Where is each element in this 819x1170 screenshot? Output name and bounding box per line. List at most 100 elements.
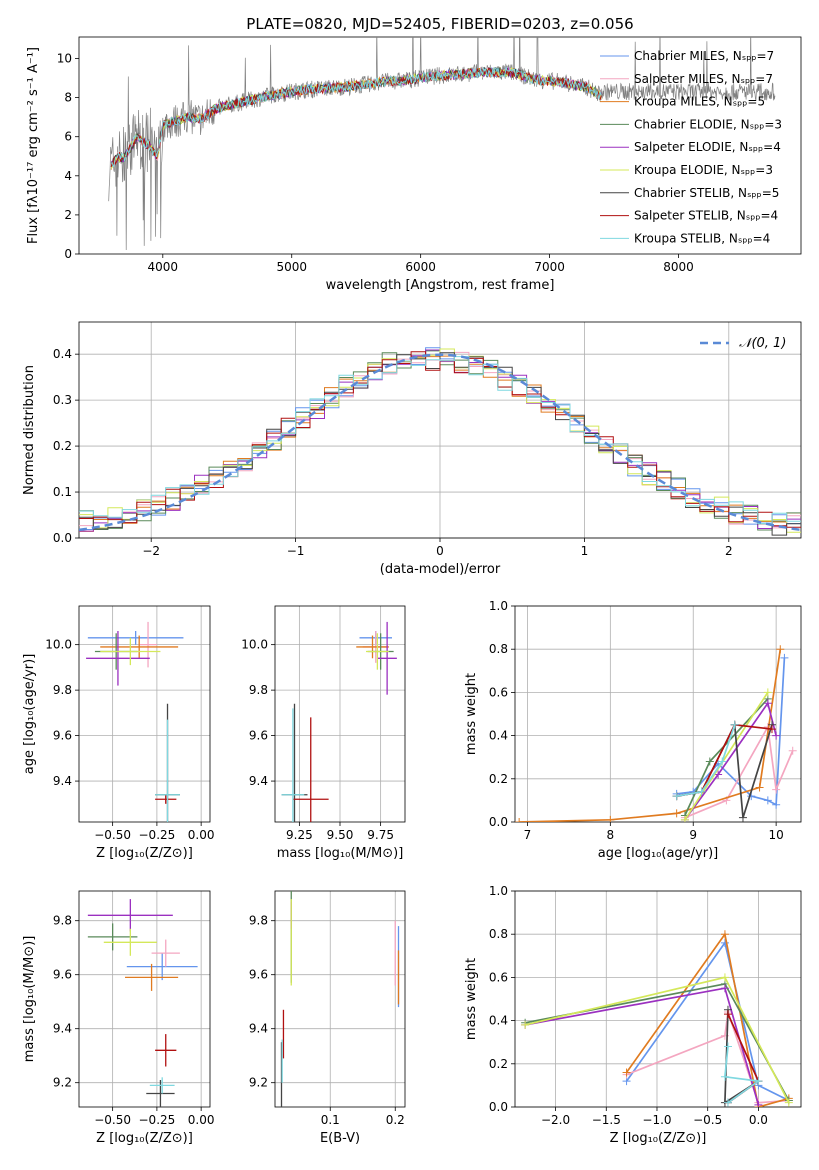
y-tick-label: 0.2 [489,772,508,786]
panel-spectrum: 4000 5000 6000 7000 8000 0 2 4 6 8 10 wavelength [A… [26,15,802,293]
weight-marker [772,785,781,794]
y-tick-label: 9.6 [249,729,268,743]
x-tick-label: −2 [142,544,160,558]
gaussian-curve [79,353,801,532]
data-point [155,1034,177,1067]
x-axis-label: Z [log₁₀(Z/Z⊙)] [96,846,193,861]
weight-marker [772,800,781,809]
y-tick-label: 9.4 [53,1022,72,1036]
x-tick-label: 1 [581,544,589,558]
weight-marker [738,813,747,822]
plot-frame [274,605,406,823]
x-tick-label: 8 [607,828,615,842]
y-tick-label: 0.4 [489,729,508,743]
x-tick-label: 0 [436,544,444,558]
x-tick-label: 10 [768,828,783,842]
data-point [100,635,179,659]
x-tick-label: 0.0 [749,1113,768,1127]
y-tick-label: 9.2 [249,1076,268,1090]
weight-marker [720,973,729,982]
y-tick-label: 0.2 [53,439,72,453]
x-axis-label: E(B-V) [320,1131,360,1146]
panel-weight_vs_Z: −2.0 −1.5 −1.0 −0.5 0.0 0.0 0.2 0.4 0.6 0.8 1.0 Z [… [464,884,802,1146]
chart-title: PLATE=0820, MJD=52405, FIBERID=0203, z=0… [246,15,633,33]
weight-marker [515,818,524,822]
weight-marker [720,984,729,993]
data-point [146,1080,175,1107]
y-tick-label: 4 [64,169,72,183]
x-tick-label: −0.50 [94,828,131,842]
weight-marker [521,1020,530,1029]
y-tick-label: 9.8 [53,683,72,697]
weight-marker [772,731,781,740]
data-point [87,899,173,932]
legend-label: Kroupa MILES, Nₛₚₚ=5 [634,95,765,109]
data-point [155,719,180,822]
y-tick-label: 0.3 [53,393,72,407]
weight-marker [606,815,615,822]
x-tick-label: 8000 [663,260,694,274]
data-point [126,953,198,981]
x-tick-label: 5000 [276,260,307,274]
y-tick-label: 8 [64,91,72,105]
x-tick-label: −1.5 [592,1113,621,1127]
y-axis-label: mass [log₁₀(M/M⊙)] [22,936,37,1063]
y-tick-label: 10 [57,52,72,66]
x-tick-label: −0.50 [94,1113,131,1127]
weight-marker [776,645,785,654]
x-tick-label: 9.75 [367,828,394,842]
y-tick-label: 9.4 [249,774,268,788]
data-point [100,637,161,666]
x-tick-label: −0.5 [693,1113,722,1127]
x-tick-label: 7 [524,828,532,842]
x-tick-label: −1 [287,544,305,558]
weight-series-line [625,932,790,1107]
weight-series-line [723,1046,761,1104]
data-point [377,621,397,695]
weight-marker [705,757,714,766]
x-axis-label: wavelength [Angstrom, rest frame] [326,278,555,293]
panel-mass_vs_Z: −0.50 −0.25 0.00 9.2 9.4 9.6 9.8 Z [log₁₀(Z/Z⊙)… [22,890,215,1146]
weight-marker [680,815,689,822]
panel-age_vs_mass: 9.25 9.50 9.75 9.4 9.6 9.8 10.0 mass [log₁₀(M/M… [241,605,406,861]
weight-marker [723,1010,732,1019]
y-tick-label: 9.4 [53,774,72,788]
plot-frame [78,36,802,255]
legend-label: 𝒩(0, 1) [739,336,786,351]
legend-label: Kroupa ELODIE, Nₛₚₚ=3 [634,163,773,177]
x-tick-label: −0.25 [139,828,176,842]
x-tick-label: −0.25 [139,1113,176,1127]
data-point [87,923,138,951]
legend-label: Chabrier STELIB, Nₛₚₚ=5 [634,186,779,200]
y-tick-label: 0.8 [489,927,508,941]
x-axis-label: Z [log₁₀(Z/Z⊙)] [96,1131,193,1146]
data-point [125,963,179,991]
data-point [87,631,184,645]
y-tick-label: 9.4 [249,1022,268,1036]
weight-series-line [684,701,777,821]
weight-marker [720,938,729,947]
y-tick-label: 9.2 [53,1076,72,1090]
panel-age_vs_Z: −0.50 −0.25 0.00 9.4 9.6 9.8 10.0 Z [log₁₀(Z/Z⊙… [22,605,215,861]
y-tick-label: 0.4 [53,347,72,361]
weight-marker [754,1100,763,1107]
plot-frame [78,321,802,539]
x-axis-label: mass [log₁₀(M/M⊙)] [277,846,404,861]
y-tick-label: 2 [64,208,72,222]
weight-marker [763,688,772,697]
y-tick-label: 0.6 [489,685,508,699]
y-tick-label: 9.6 [249,968,268,982]
data-point [151,939,180,967]
weight-marker [784,1098,793,1107]
weight-series-line [676,724,736,797]
x-axis-label: age [log₁₀(age/yr)] [598,846,719,861]
weight-marker [718,757,727,766]
data-point [356,635,389,659]
weight-marker [672,792,681,801]
data-point [281,708,305,822]
data-point [103,928,157,956]
weight-marker [755,783,764,792]
weight-marker [763,796,772,805]
panel-residuals: −2 −1 0 1 2 0.0 0.1 0.2 0.3 0.4 (data-model)/error… [22,321,802,577]
